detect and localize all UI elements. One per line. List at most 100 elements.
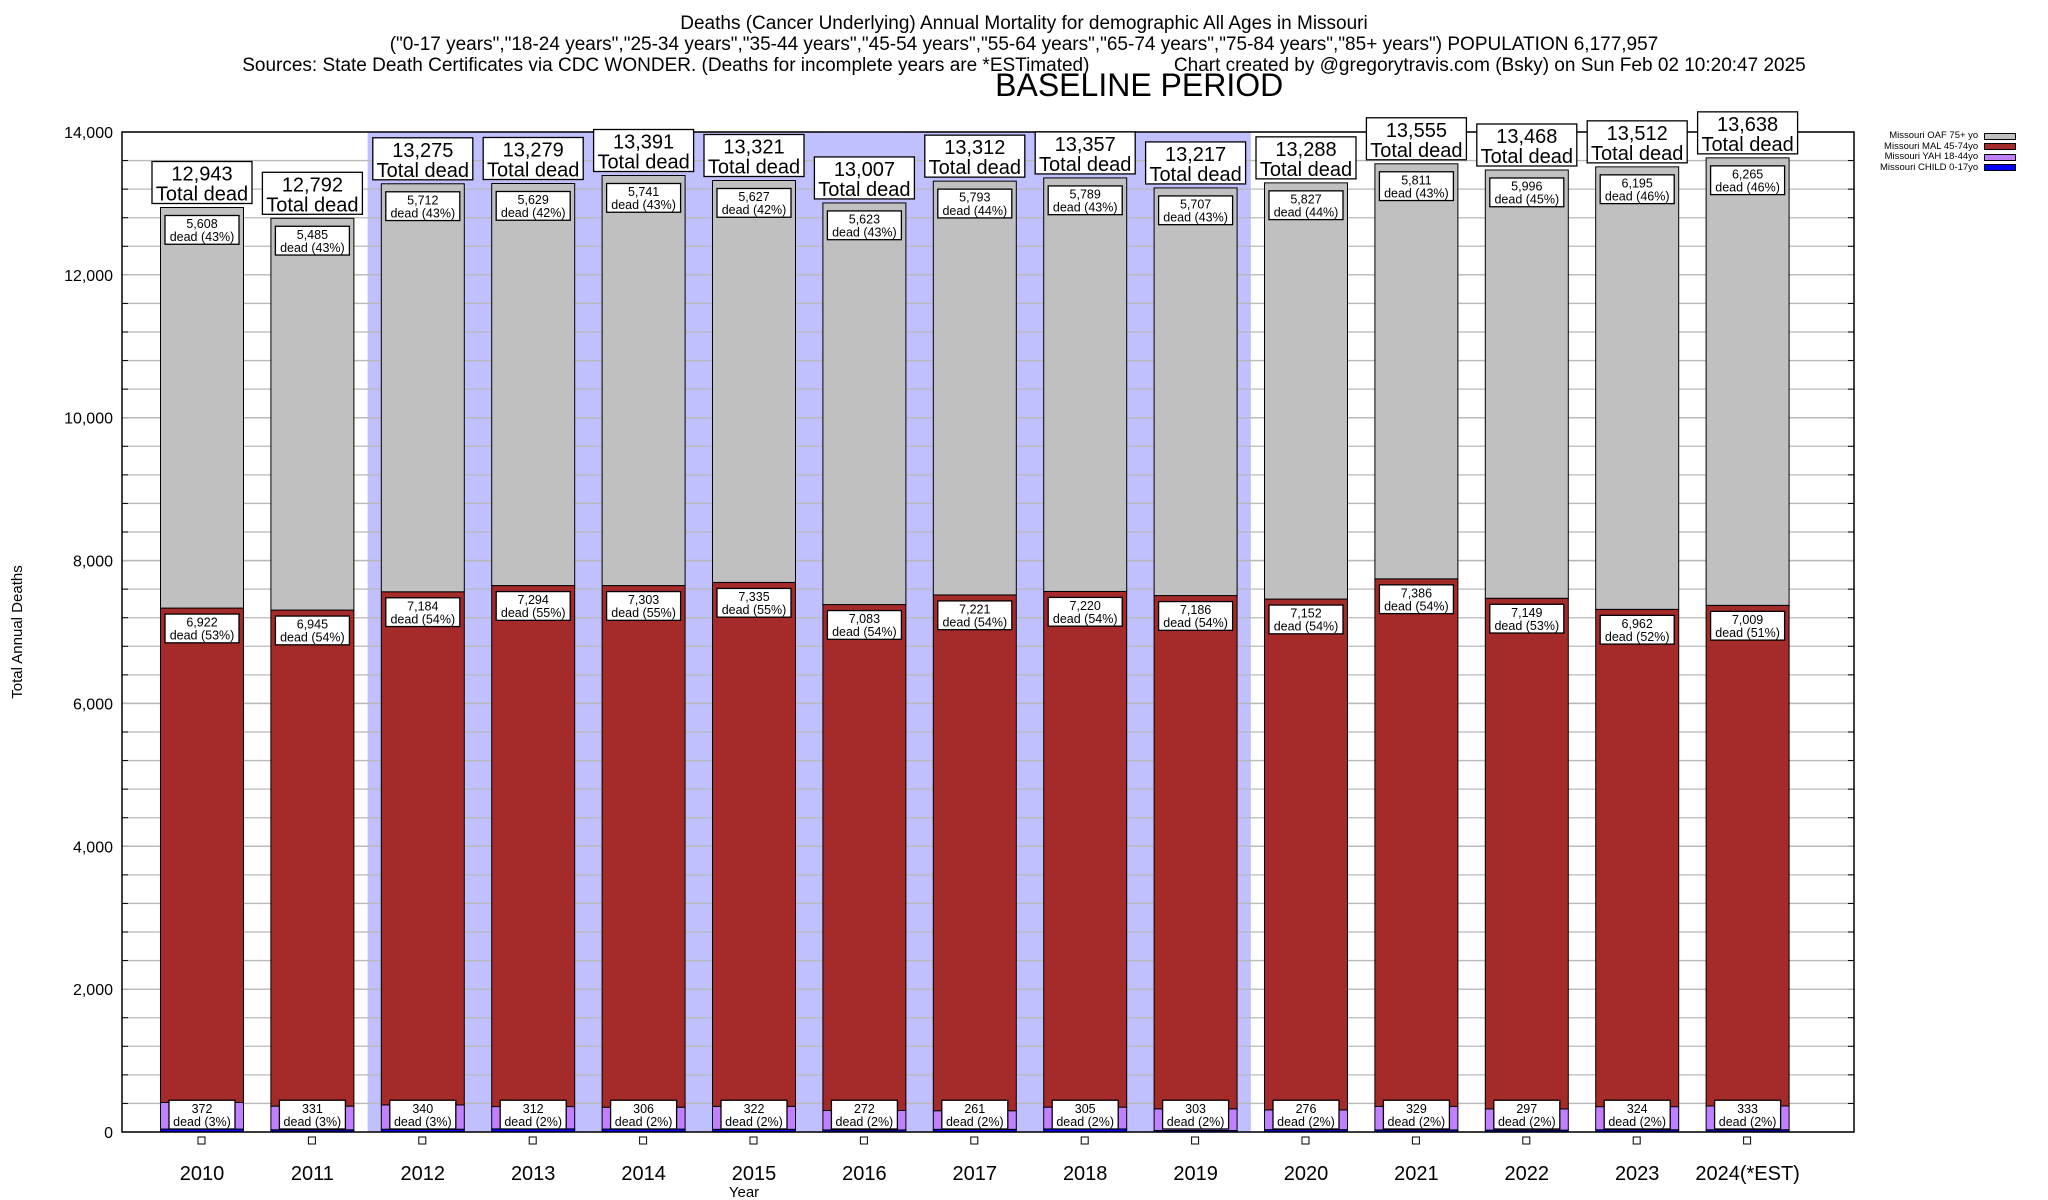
mal-data-label-box (716, 587, 792, 618)
mal-data-label-value: 7,303 (628, 593, 659, 607)
oaf-data-label-text: dead (42%) (722, 203, 787, 217)
yah-data-label-text: dead (3%) (284, 1115, 342, 1129)
oaf-data-label-text: dead (42%) (501, 206, 566, 220)
total-label-text: Total dead (487, 160, 579, 182)
bar-segment-oaf (1264, 182, 1348, 600)
y-tick-label: 8,000 (73, 554, 113, 571)
oaf-data-label-value: 5,623 (849, 212, 880, 226)
child-data-marker (1632, 1136, 1641, 1145)
bar-segment-oaf (380, 183, 465, 593)
mal-data-label-value: 7,184 (407, 599, 438, 613)
mal-data-label-text: dead (55%) (611, 606, 676, 620)
yah-data-label-value: 329 (1406, 1102, 1427, 1116)
yah-data-label-value: 324 (1627, 1102, 1648, 1116)
oaf-data-label-value: 5,712 (407, 193, 438, 207)
bar-segment-oaf (1484, 169, 1569, 599)
mal-data-label-box (385, 597, 461, 628)
total-label-value: 13,391 (613, 132, 674, 154)
y-tick-label: 12,000 (64, 268, 113, 285)
mal-data-label-box (274, 615, 351, 646)
y-tick-label: 10,000 (64, 411, 113, 428)
child-data-marker (1080, 1136, 1089, 1145)
x-tick-label: 2016 (842, 1163, 887, 1185)
yah-data-label-value: 297 (1516, 1102, 1537, 1116)
yah-data-label-text: dead (2%) (1719, 1115, 1777, 1129)
oaf-data-label-text: dead (44%) (1274, 205, 1339, 219)
bar-segment-oaf (1705, 157, 1790, 606)
yah-data-label-box (1382, 1099, 1451, 1130)
oaf-data-label-box (716, 187, 792, 218)
total-label-text: Total dead (377, 160, 469, 182)
bar-segment-mal (1374, 578, 1459, 1107)
child-data-marker (970, 1136, 979, 1145)
total-label-box (924, 134, 1026, 178)
total-label-box (1586, 120, 1688, 164)
bar-segment-oaf (601, 175, 686, 587)
yah-data-label-value: 340 (412, 1102, 433, 1116)
oaf-data-label-box (1157, 195, 1234, 226)
legend: Missouri OAF 75+ yo Missouri MAL 45-74yo… (1880, 130, 2017, 174)
mal-data-label-box (1157, 600, 1234, 631)
bar-segment-oaf (1374, 163, 1459, 580)
total-label-box (261, 171, 364, 215)
oaf-data-label-value: 5,629 (518, 193, 549, 207)
bar-segment-oaf (932, 180, 1017, 596)
bar-segment-mal (380, 591, 465, 1106)
child-data-marker (1191, 1136, 1200, 1145)
oaf-data-label-text: dead (43%) (611, 198, 676, 212)
yah-data-label-box (1051, 1099, 1119, 1130)
total-label-box (813, 156, 916, 200)
total-label-value: 13,512 (1607, 123, 1668, 145)
oaf-data-label-text: dead (46%) (1715, 180, 1780, 194)
yah-data-label-box (941, 1099, 1009, 1130)
total-label-text: Total dead (1039, 154, 1131, 176)
total-label-text: Total dead (1260, 159, 1352, 181)
oaf-data-label-value: 5,707 (1180, 197, 1211, 211)
legend-label: Missouri OAF 75+ yo (1889, 130, 1979, 141)
bar-segment-mal (1043, 590, 1128, 1108)
mal-data-label-value: 7,149 (1511, 606, 1542, 620)
total-label-box (1476, 123, 1578, 167)
oaf-data-label-box (274, 225, 351, 256)
yah-data-label-value: 303 (1185, 1102, 1206, 1116)
total-label-text: Total dead (1481, 146, 1573, 168)
x-tick-label: 2011 (291, 1163, 334, 1185)
oaf-data-label-box (1047, 185, 1123, 216)
yah-data-label-value: 306 (633, 1102, 654, 1116)
total-label-text: Total dead (156, 184, 248, 206)
oaf-data-label-value: 5,811 (1401, 173, 1431, 187)
yah-data-label-value: 333 (1737, 1102, 1758, 1116)
yah-data-label-text: dead (3%) (394, 1115, 452, 1129)
yah-data-label-text: dead (3%) (173, 1115, 231, 1129)
bar-segment-oaf (160, 207, 244, 609)
total-label-text: Total dead (1591, 143, 1683, 165)
yah-data-label-text: dead (2%) (1277, 1115, 1335, 1129)
x-tick-label: 2020 (1284, 1163, 1329, 1185)
child-data-marker (307, 1136, 316, 1145)
yah-data-label-box (1603, 1099, 1671, 1130)
yah-data-label-text: dead (2%) (1388, 1115, 1446, 1129)
y-axis-label: Total Annual Deaths (9, 565, 26, 698)
oaf-data-label-value: 5,827 (1290, 192, 1321, 206)
child-data-marker (859, 1136, 868, 1145)
total-label-value: 13,321 (723, 137, 784, 159)
total-label-value: 12,943 (171, 164, 232, 186)
oaf-data-label-text: dead (43%) (280, 241, 345, 255)
legend-item-child: Missouri CHILD 0-17yo (1880, 162, 2017, 174)
bar-segment-oaf (712, 180, 796, 583)
oaf-data-label-value: 5,996 (1511, 180, 1542, 194)
chart-title: Deaths (Cancer Underlying) Annual Mortal… (680, 13, 1368, 34)
total-label-text: Total dead (929, 157, 1021, 179)
yah-data-label-box (1713, 1099, 1782, 1130)
oaf-data-label-box (1378, 171, 1455, 202)
total-label-box (372, 137, 474, 181)
bar-segment-mal (712, 581, 796, 1107)
mal-data-label-text: dead (55%) (722, 603, 787, 617)
oaf-data-label-box (937, 188, 1013, 219)
y-tick-label: 14,000 (64, 125, 113, 142)
oaf-data-label-value: 5,741 (628, 185, 659, 199)
total-label-value: 13,007 (834, 159, 895, 181)
yah-data-label-box (389, 1099, 457, 1130)
total-label-text: Total dead (597, 152, 689, 174)
